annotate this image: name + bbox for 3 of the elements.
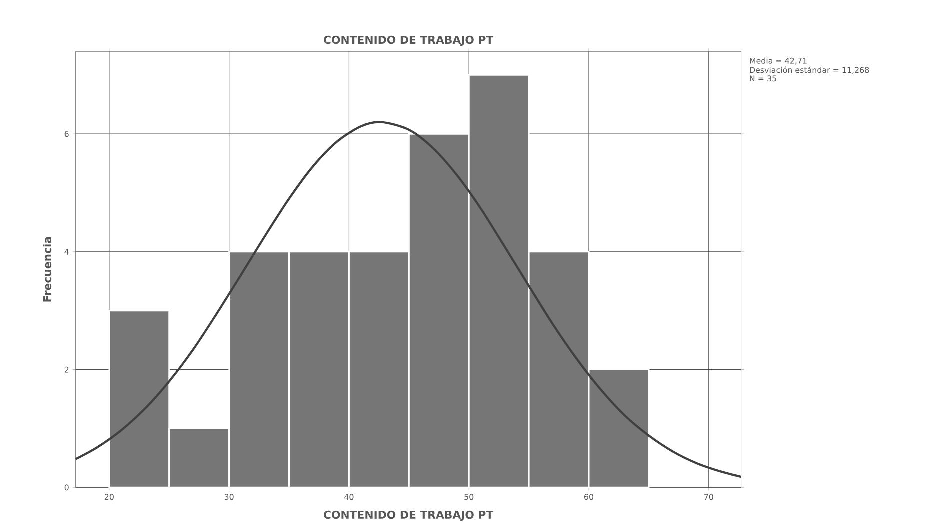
chart-title: CONTENIDO DE TRABAJO PT	[324, 36, 494, 46]
x-axis-title: CONTENIDO DE TRABAJO PT	[324, 510, 494, 521]
y-axis-title: Frecuencia	[43, 237, 52, 302]
